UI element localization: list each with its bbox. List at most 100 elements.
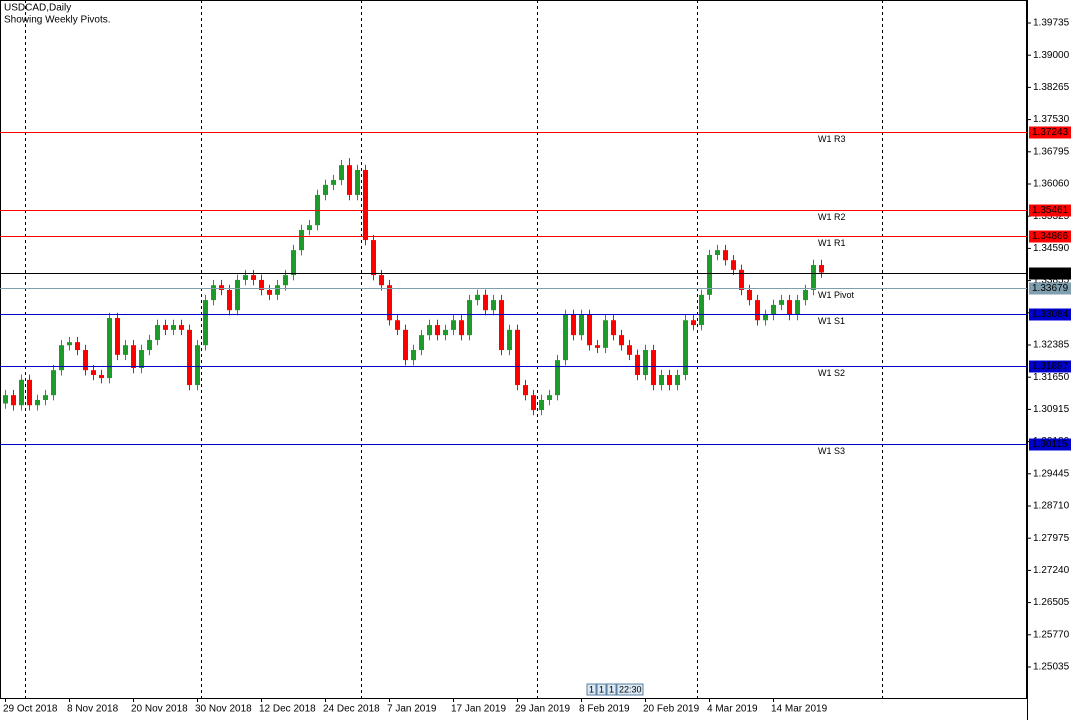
candle-body — [139, 350, 144, 368]
candle-body — [507, 329, 512, 351]
candle-body — [51, 370, 56, 396]
candle-body — [619, 335, 624, 346]
candle-body — [595, 345, 600, 348]
candle-body — [771, 304, 776, 315]
candle-body — [803, 290, 808, 301]
candle-body — [131, 345, 136, 368]
candle-body — [179, 325, 184, 330]
candle-body — [355, 169, 360, 195]
candle-body — [267, 290, 272, 295]
candle-body — [83, 350, 88, 371]
candle-body — [323, 184, 328, 195]
pivot-name: W1 S1 — [818, 316, 845, 326]
x-tick-label: 8 Feb 2019 — [579, 704, 630, 715]
candle-body — [555, 360, 560, 396]
candle-body — [403, 329, 408, 361]
candle-body — [739, 269, 744, 291]
candle-body — [123, 345, 128, 355]
y-tick-label: 1.28710 — [1033, 501, 1070, 512]
candle-body — [515, 329, 520, 386]
candle-body — [643, 350, 648, 376]
candle-body — [115, 318, 120, 355]
candle-body — [59, 345, 64, 371]
x-tick-label: 29 Jan 2019 — [515, 704, 570, 715]
price-tag: 1.33679 — [1032, 283, 1069, 294]
x-tick-label: 29 Oct 2018 — [3, 704, 58, 715]
pivot-name: W1 R1 — [818, 238, 846, 248]
x-tick-label: 7 Jan 2019 — [387, 704, 437, 715]
y-tick-label: 1.39000 — [1033, 50, 1070, 61]
candle-body — [587, 314, 592, 346]
price-tag-box — [1029, 126, 1071, 139]
candle-body — [651, 350, 656, 386]
candle-body — [723, 250, 728, 261]
x-tick-label: 24 Dec 2018 — [323, 704, 380, 715]
price-tag: 1.35461 — [1032, 205, 1069, 216]
candle-body — [795, 300, 800, 315]
candle-body — [819, 265, 824, 273]
chart-subtitle: Showing Weekly Pivots. — [4, 15, 111, 26]
candle-body — [347, 165, 352, 195]
candle-body — [307, 225, 312, 230]
candle-body — [395, 320, 400, 330]
y-tick-label: 1.27975 — [1033, 533, 1070, 544]
scroll-box — [616, 683, 644, 696]
y-tick-label: 1.26505 — [1033, 597, 1070, 608]
candle-body — [459, 320, 464, 336]
candle-body — [763, 314, 768, 321]
candle-body — [91, 370, 96, 376]
price-tag-box — [1029, 438, 1071, 451]
price-tag-box — [1029, 360, 1071, 373]
candle-body — [683, 320, 688, 376]
price-tag: 1.30115 — [1032, 439, 1068, 450]
candle-body — [283, 275, 288, 286]
candle-body — [499, 300, 504, 351]
candle-body — [579, 314, 584, 336]
candle-body — [339, 165, 344, 181]
candle-body — [467, 300, 472, 336]
candle-body — [451, 320, 456, 330]
candle-body — [203, 300, 208, 346]
y-tick-label: 1.25035 — [1033, 662, 1070, 673]
candle-body — [235, 279, 240, 311]
candle-body — [43, 395, 48, 400]
candle-body — [227, 290, 232, 311]
pivot-name: W1 Pivot — [818, 290, 855, 300]
y-tick-label: 1.33855 — [1033, 275, 1070, 286]
candle-body — [539, 399, 544, 411]
candle-body — [419, 335, 424, 351]
pivot-name: W1 R2 — [818, 212, 846, 222]
candle-body — [3, 395, 8, 404]
candle-body — [187, 329, 192, 386]
y-tick-label: 1.29445 — [1033, 468, 1070, 479]
candle-body — [11, 395, 16, 406]
candle-body — [75, 342, 80, 351]
scroll-label: 22:30 — [619, 684, 642, 694]
x-tick-label: 8 Nov 2018 — [67, 704, 119, 715]
price-tag-box — [1029, 204, 1071, 217]
pivot-name: W1 R3 — [818, 134, 846, 144]
candle-body — [195, 345, 200, 386]
candle-body — [435, 325, 440, 336]
candle-body — [291, 250, 296, 276]
x-tick-label: 20 Nov 2018 — [131, 704, 188, 715]
candle-body — [443, 329, 448, 336]
candle-body — [563, 314, 568, 361]
candle-body — [275, 285, 280, 295]
candle-body — [531, 395, 536, 411]
x-tick-label: 14 Mar 2019 — [771, 704, 828, 715]
candle-body — [787, 300, 792, 315]
scroll-box — [606, 683, 617, 696]
y-tick-label: 1.37530 — [1033, 114, 1070, 125]
y-tick-label: 1.36795 — [1033, 146, 1070, 157]
x-tick-label: 30 Nov 2018 — [195, 704, 252, 715]
candle-body — [811, 265, 816, 291]
candle-body — [259, 279, 264, 291]
candle-body — [411, 350, 416, 361]
x-tick-label: 20 Feb 2019 — [643, 704, 700, 715]
candle-body — [659, 375, 664, 386]
candle-body — [675, 375, 680, 386]
y-tick-label: 1.32385 — [1033, 340, 1070, 351]
candle-body — [331, 180, 336, 185]
